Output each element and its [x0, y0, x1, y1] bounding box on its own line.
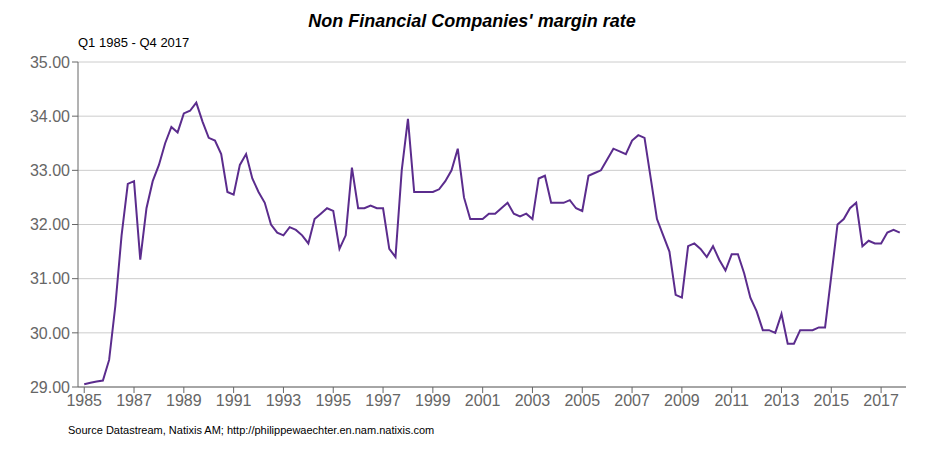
html-text:Q1 1985 - Q4 2017: Q1 1985 - Q4 2017	[78, 35, 190, 50]
svg-text:32.00: 32.00	[30, 216, 70, 233]
svg-text:2017: 2017	[863, 392, 899, 409]
svg-text:1991: 1991	[216, 392, 252, 409]
svg-text:29.00: 29.00	[30, 379, 70, 396]
svg-text:1987: 1987	[116, 392, 152, 409]
svg-text:33.00: 33.00	[30, 162, 70, 179]
svg-text:1989: 1989	[166, 392, 202, 409]
svg-text:2015: 2015	[813, 392, 849, 409]
svg-text:30.00: 30.00	[30, 325, 70, 342]
html-text:Non Financial Companies' margi: Non Financial Companies' margin rate	[308, 11, 636, 31]
svg-text:1995: 1995	[315, 392, 351, 409]
svg-text:1997: 1997	[365, 392, 401, 409]
svg-text:2011: 2011	[714, 392, 749, 409]
svg-text:31.00: 31.00	[30, 270, 70, 287]
html-text:Source Datastream, Natixis AM;: Source Datastream, Natixis AM; http://ph…	[68, 424, 435, 436]
svg-text:2009: 2009	[664, 392, 700, 409]
svg-text:2013: 2013	[764, 392, 800, 409]
svg-text:2003: 2003	[515, 392, 551, 409]
svg-text:35.00: 35.00	[30, 54, 70, 71]
svg-text:2001: 2001	[465, 392, 501, 409]
svg-text:1993: 1993	[266, 392, 302, 409]
svg-text:34.00: 34.00	[30, 108, 70, 125]
svg-text:2007: 2007	[614, 392, 650, 409]
svg-text:1985: 1985	[66, 392, 102, 409]
svg-text:2005: 2005	[564, 392, 600, 409]
svg-text:1999: 1999	[415, 392, 451, 409]
